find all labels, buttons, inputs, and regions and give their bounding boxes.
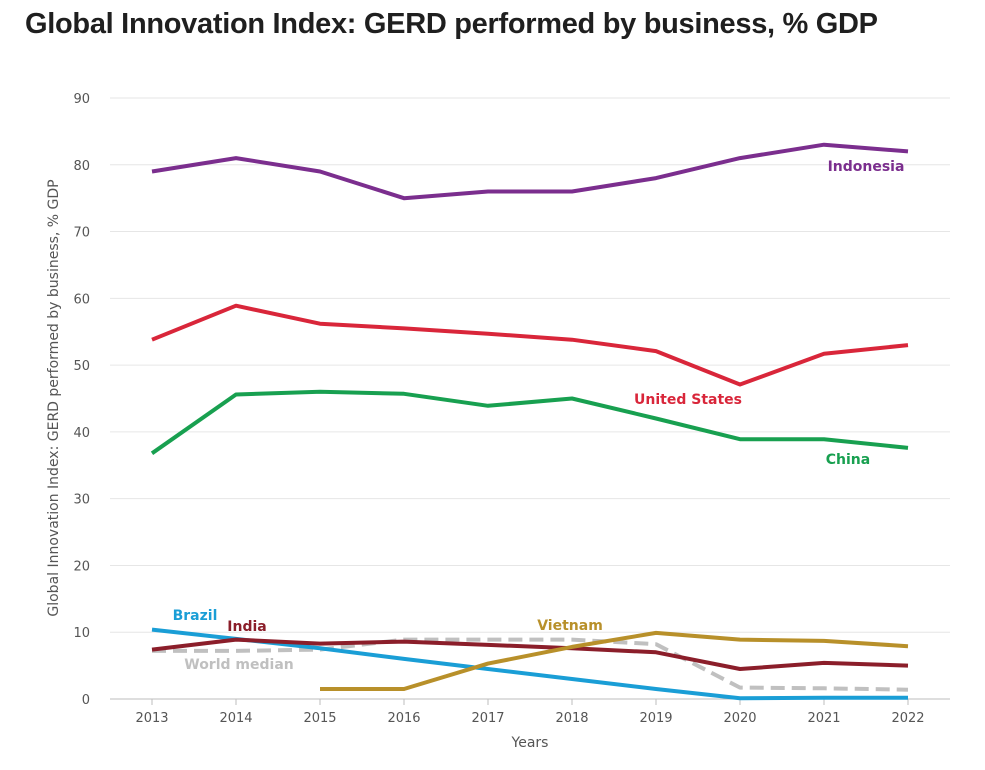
x-tick-label: 2016 [387,711,420,726]
series-line-india [151,637,909,671]
series-label-india: India [227,619,266,635]
y-axis-ticks: 0 10 20 30 40 50 60 70 80 90 [73,92,90,708]
series-label-world-median: World median [184,657,293,673]
x-tick-label: 2019 [639,711,672,726]
x-tick-label: 2018 [555,711,588,726]
series-label-indonesia: Indonesia [828,159,905,175]
series-label-united-states: United States [634,392,742,408]
y-tick-label: 70 [73,226,90,241]
series-labels: Indonesia United States China Brazil India Wo… [173,159,905,673]
series-line-world-median [152,637,909,692]
chart-title: Global Innovation Index: GERD performed … [25,8,878,40]
y-tick-label: 20 [73,559,90,574]
y-tick-label: 80 [73,159,90,174]
series-line-vietnam [320,630,909,691]
x-tick-label: 2022 [891,711,924,726]
series-lines [150,142,909,701]
series-line-indonesia [151,142,909,201]
x-tick-label: 2014 [219,711,252,726]
series-label-vietnam: Vietnam [537,618,603,634]
y-tick-label: 50 [73,359,90,374]
x-tick-label: 2013 [135,711,168,726]
series-label-brazil: Brazil [173,608,218,624]
x-tick-label: 2017 [471,711,504,726]
y-tick-label: 60 [73,292,90,307]
x-axis-ticks: 2013 2014 2015 2016 2017 2018 2019 2020 2021 2022 [135,699,925,726]
series-line-china [150,389,909,455]
y-tick-label: 90 [73,92,90,107]
x-tick-label: 2015 [303,711,336,726]
y-axis-label: Global Innovation Index: GERD performed … [46,179,62,616]
series-line-united-states [151,303,909,387]
y-tick-label: 0 [82,693,90,708]
grid-lines [110,97,950,700]
x-tick-label: 2020 [723,711,756,726]
y-tick-label: 40 [73,426,90,441]
x-tick-label: 2021 [807,711,840,726]
series-label-china: China [826,452,870,468]
y-tick-label: 10 [73,626,90,641]
y-tick-label: 30 [73,493,90,508]
x-axis-label: Years [511,735,549,751]
